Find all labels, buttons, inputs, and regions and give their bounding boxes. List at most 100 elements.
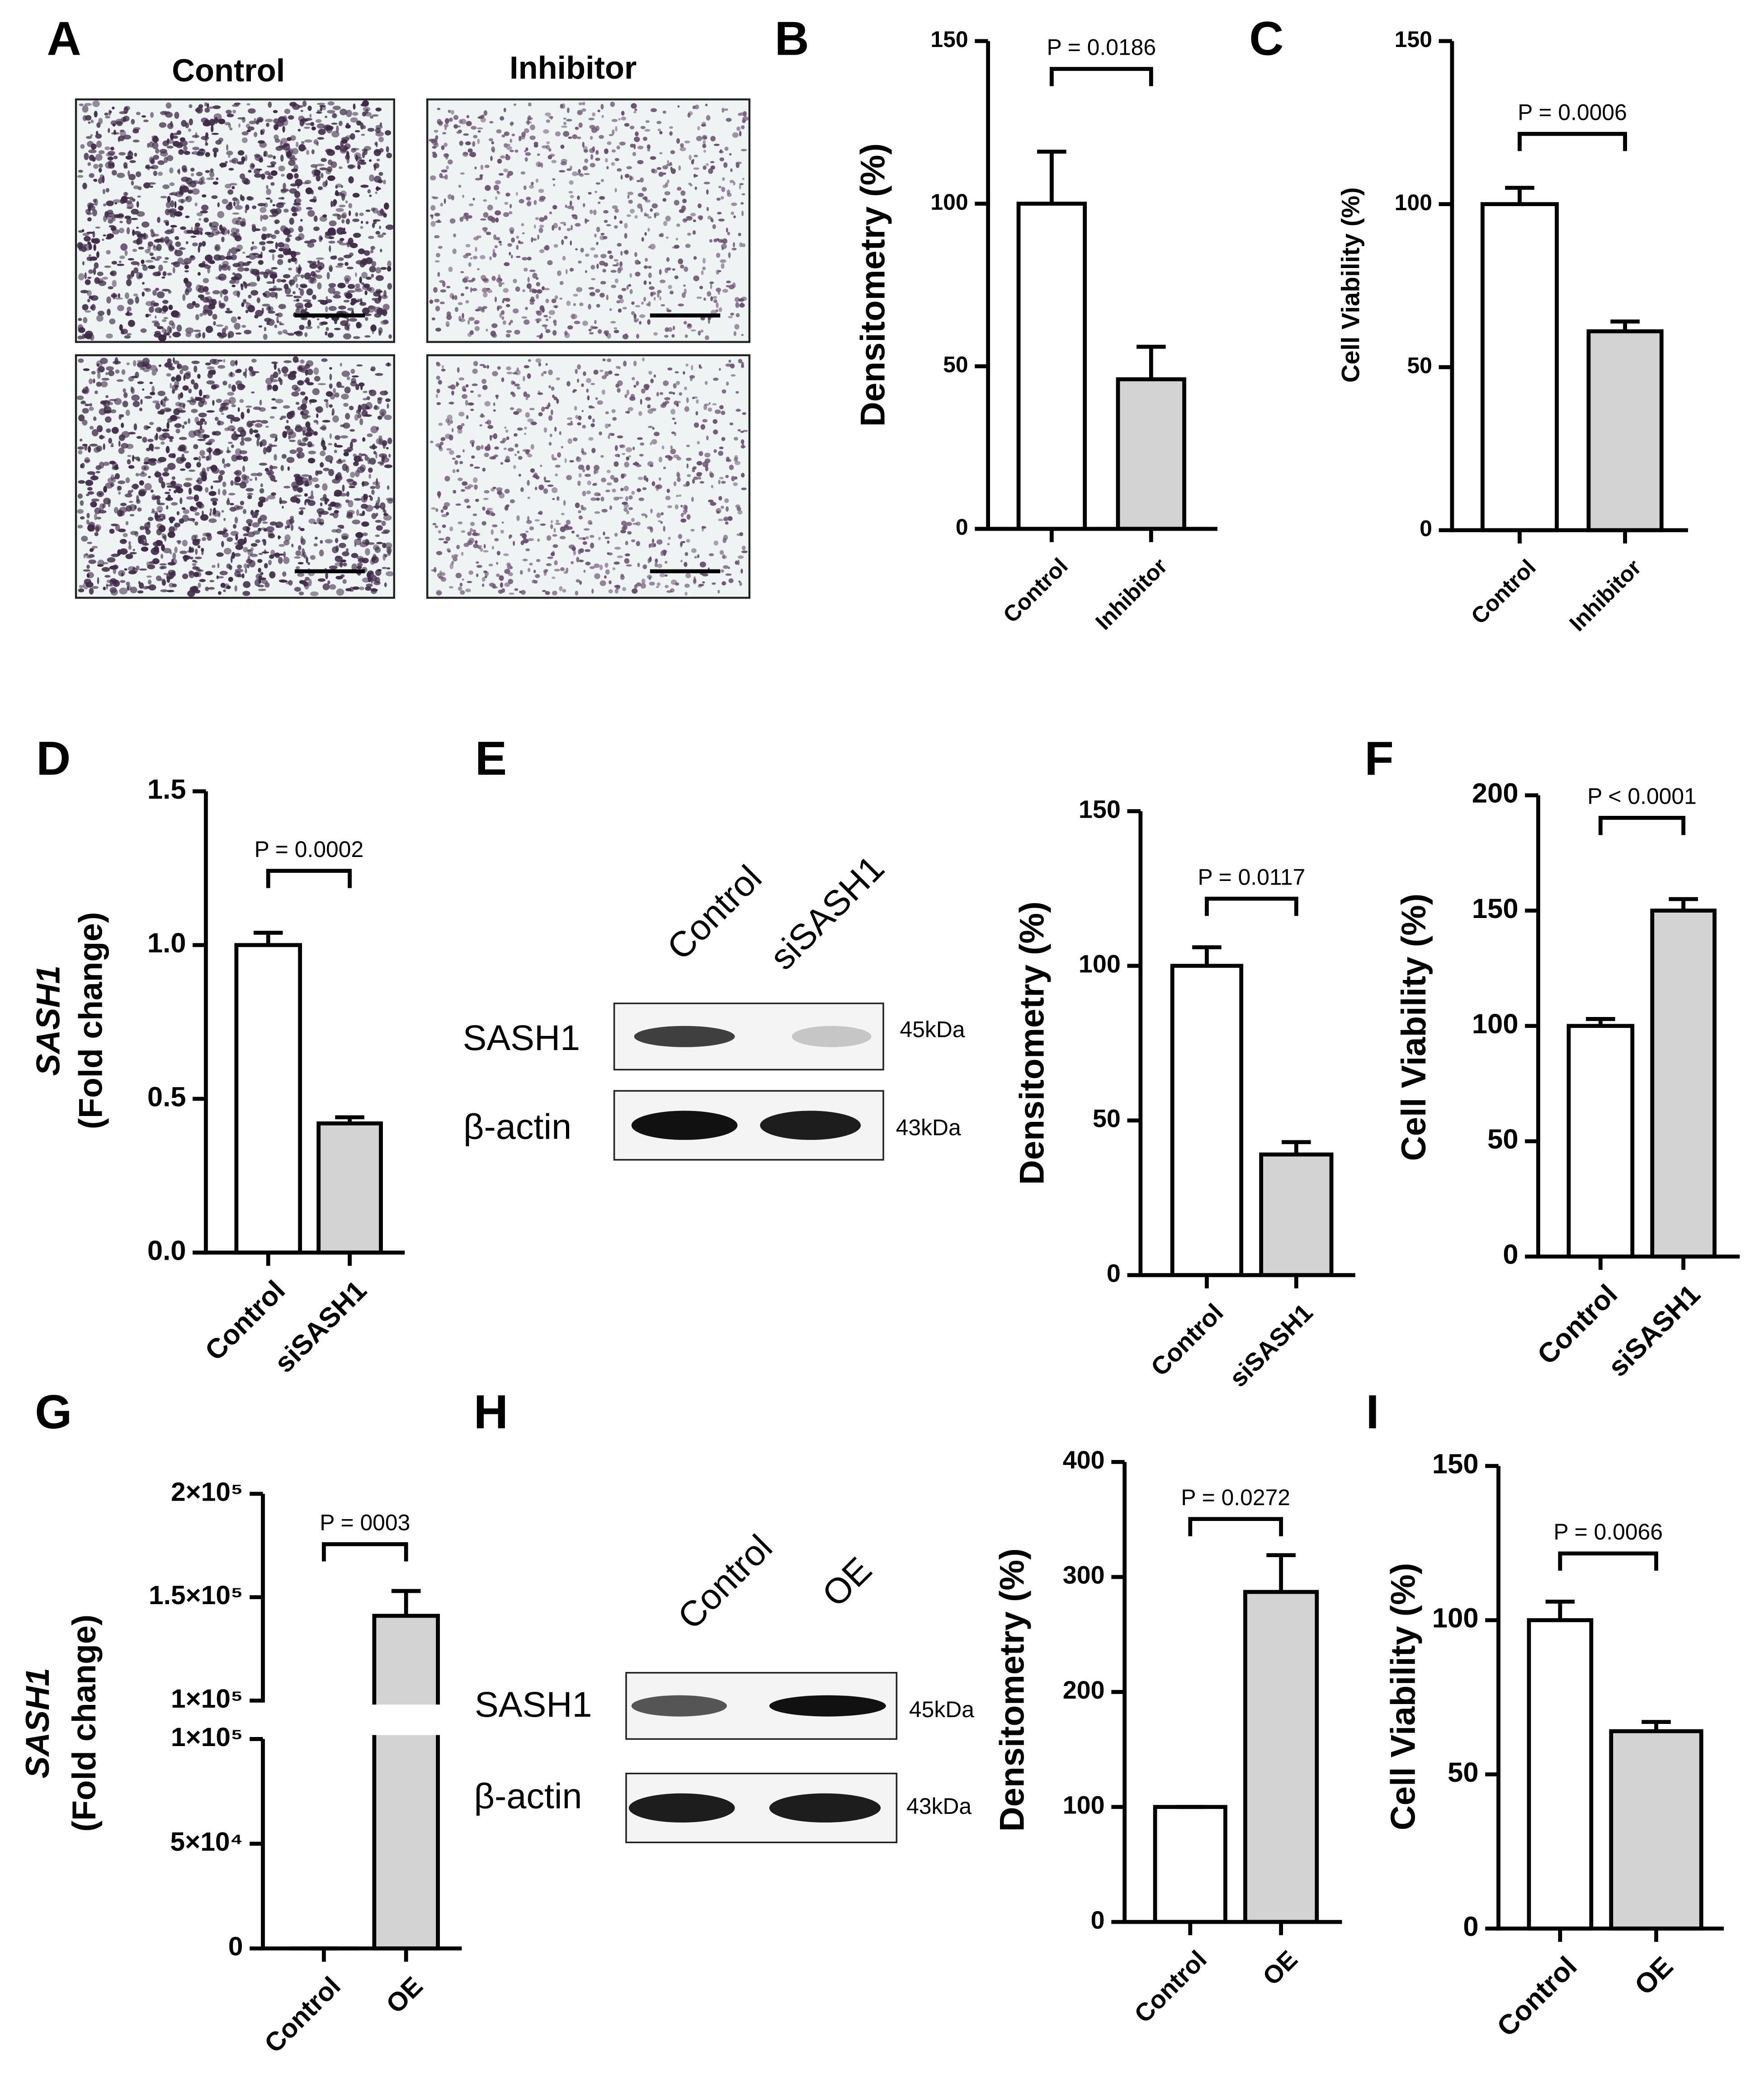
cell <box>133 423 137 431</box>
cell <box>346 318 349 323</box>
cell <box>613 477 619 483</box>
cell <box>155 471 160 477</box>
cell <box>186 230 195 234</box>
cell <box>371 207 376 212</box>
cell <box>517 451 520 454</box>
cell <box>204 421 207 425</box>
cell <box>147 579 152 585</box>
cell <box>657 564 663 568</box>
cell <box>339 243 348 246</box>
cell <box>256 433 260 438</box>
cell <box>82 419 88 426</box>
cell <box>302 430 306 436</box>
cell <box>300 528 305 532</box>
cell <box>466 215 469 221</box>
cell <box>482 385 488 390</box>
cell <box>218 264 222 272</box>
y-tick-label: 150 <box>930 27 968 52</box>
bar <box>1170 964 1244 1277</box>
cell <box>352 375 359 378</box>
cell <box>132 400 140 407</box>
cell <box>355 470 360 477</box>
cell <box>613 327 618 330</box>
cell <box>320 502 323 507</box>
cell <box>590 542 594 549</box>
cell <box>599 135 604 139</box>
cell <box>359 161 367 165</box>
cell <box>289 217 294 225</box>
cell <box>87 217 92 222</box>
cell <box>670 409 676 415</box>
cell <box>86 290 92 296</box>
cell <box>228 249 231 254</box>
cell <box>548 316 552 319</box>
cell <box>156 427 162 432</box>
cell <box>186 496 194 500</box>
cell <box>711 485 713 489</box>
cell <box>86 136 92 139</box>
cell <box>566 526 573 530</box>
cell <box>185 327 194 334</box>
cell <box>269 249 276 253</box>
y-tick-label: 100 <box>1395 190 1432 215</box>
panel-label: E <box>475 732 507 785</box>
cell <box>643 297 646 302</box>
cell <box>77 509 84 514</box>
cell <box>273 155 276 160</box>
cell <box>120 580 126 583</box>
cell <box>439 173 443 178</box>
cell <box>193 382 199 390</box>
cell <box>471 126 477 130</box>
cell <box>495 395 498 398</box>
cell <box>624 558 630 564</box>
cell <box>278 248 284 252</box>
cell <box>665 495 671 500</box>
cell <box>235 434 243 437</box>
cell <box>717 589 720 594</box>
cell <box>641 187 647 192</box>
cell <box>330 255 337 260</box>
bar <box>1016 202 1087 531</box>
cell <box>340 559 346 563</box>
cell <box>106 216 114 221</box>
cell <box>228 372 235 377</box>
panel-label: I <box>1366 1385 1379 1439</box>
cell <box>613 330 619 334</box>
cell <box>144 538 147 546</box>
y-tick-label: 50 <box>943 352 968 377</box>
cell <box>189 118 193 126</box>
cell <box>314 537 318 540</box>
cell <box>311 490 314 497</box>
cell <box>128 541 131 546</box>
cell <box>365 586 372 591</box>
cell <box>160 196 167 198</box>
cell <box>506 372 513 375</box>
cell <box>327 507 332 511</box>
cell <box>304 139 312 143</box>
cell <box>254 132 258 137</box>
cell <box>590 136 593 140</box>
cell <box>225 161 228 164</box>
cell <box>145 259 154 263</box>
cell <box>147 564 156 570</box>
cell <box>198 412 207 418</box>
cell <box>492 331 495 334</box>
cell <box>731 476 735 481</box>
cell <box>336 475 343 481</box>
cell <box>200 514 209 521</box>
cell <box>456 131 461 134</box>
cell <box>503 169 509 173</box>
y-tick-label: 0 <box>956 514 968 540</box>
cell <box>208 587 215 590</box>
cell <box>687 323 692 329</box>
y-tick-label: 0 <box>1463 1911 1478 1942</box>
cell <box>689 375 695 379</box>
cell <box>239 173 245 179</box>
cell <box>707 320 710 324</box>
cell <box>333 199 337 206</box>
cell <box>443 142 448 147</box>
cell <box>479 115 483 118</box>
cell <box>510 121 513 127</box>
cell <box>85 480 94 486</box>
cell <box>325 327 329 331</box>
